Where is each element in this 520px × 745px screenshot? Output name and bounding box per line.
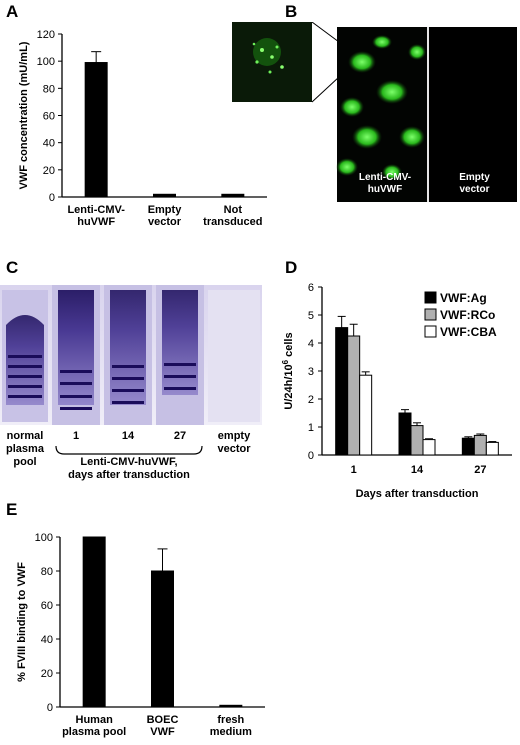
panel-letter-e: E [6,500,18,519]
category-label: 14 [411,464,424,476]
gel-lane-2 [52,285,100,425]
category-label: Human plasma pool [62,714,126,738]
gel-lane-label-4: 27 [173,430,187,442]
bar [82,536,106,708]
y-tick-label: 6 [308,282,314,294]
bar [422,439,436,456]
y-tick-label: 60 [43,111,55,123]
fluorescent-cells [336,35,426,180]
chart-e: 0 20 40 60 80 100 % FVIII binding to VWF Human p… [16,532,265,738]
y-tick-label: 100 [35,532,53,544]
gel-lane-label-2: 1 [72,430,80,442]
category-label: Not transduced [203,204,262,228]
micrograph-figure [232,21,517,202]
y-tick-label: 80 [41,566,53,578]
inset-speckles [252,38,284,74]
bar [153,193,176,198]
gel-bracket [55,445,203,455]
panel-letter-b: B [285,2,298,21]
legend-label: VWF:Ag [440,291,487,305]
legend-swatch [424,308,437,321]
gel-lane-label-1: normal plasma pool [6,430,44,468]
legend-label: VWF:CBA [440,325,497,339]
category-label: fresh medium [210,714,252,738]
micrograph-panel-b: Lenti-CMV- huVWF Empty vector [232,21,517,202]
gel-lane-4 [156,285,204,425]
y-axis-label: U/24h/106 cells [281,332,295,409]
gel-lane-1 [2,290,48,422]
bar [347,335,361,456]
gel-bracket-label: Lenti-CMV-huVWF, days after transduction [68,456,190,481]
y-tick-label: 0 [47,702,53,714]
bar [219,704,243,708]
bar [151,570,174,708]
y-tick-label: 60 [41,600,53,612]
chart-a: 0 20 40 60 80 100 120 VWF concentration (mU/mL)… [18,29,267,228]
x-axis-label: Days after transduction [356,488,479,500]
y-tick-label: 2 [308,394,314,406]
panel-letter-c: C [6,258,19,277]
bar [410,425,424,456]
y-tick-label: 40 [43,138,55,150]
category-label: Empty vector [148,204,183,228]
y-tick-label: 20 [41,668,53,680]
y-tick-label: 3 [308,366,314,378]
bar [398,412,412,456]
y-tick-label: 0 [49,192,55,204]
legend-label: VWF:RCo [440,308,495,322]
micrograph-right [429,27,517,202]
gel-image [0,285,262,425]
bar [359,374,373,456]
bar [221,193,245,198]
gel-lane-3 [104,285,152,425]
bar [473,434,487,456]
y-tick-label: 4 [308,338,314,350]
category-label: BOEC VWF [147,714,179,738]
category-label: 27 [474,464,486,476]
panel-letter-a: A [6,2,19,21]
y-tick-label: 80 [43,83,55,95]
y-tick-label: 5 [308,310,314,322]
bar [84,62,108,198]
y-axis-label: VWF concentration (mU/mL) [18,41,30,189]
bar [335,327,349,456]
micrograph-left-label: Lenti-CMV- huVWF [358,172,412,195]
category-label: 1 [351,464,357,476]
legend-swatch [424,291,437,304]
zoom-connector-bottom [311,76,340,103]
y-tick-label: 100 [37,56,55,68]
y-tick-label: 40 [41,634,53,646]
y-tick-label: 120 [37,29,55,41]
category-label: Lenti-CMV-huVWF [67,204,125,228]
y-tick-label: 0 [308,450,314,462]
y-axis-label: % FVIII binding to VWF [16,562,28,682]
y-tick-label: 20 [43,165,55,177]
panel-letter-d: D [285,258,298,277]
zoom-connector-top [311,21,340,43]
chart-d: 0 1 2 3 4 5 6 U/24h/106 cells 1 14 27 Days after tr… [281,282,512,500]
gel-lane-label-3: 14 [121,430,135,442]
bar [461,437,475,456]
gel-lane-5 [208,290,260,422]
bar [485,441,499,456]
legend-swatch [424,325,437,338]
y-tick-label: 1 [308,422,314,434]
gel-lane-label-5: empty vector [217,430,251,455]
micrograph-right-label: Empty vector [459,172,490,195]
